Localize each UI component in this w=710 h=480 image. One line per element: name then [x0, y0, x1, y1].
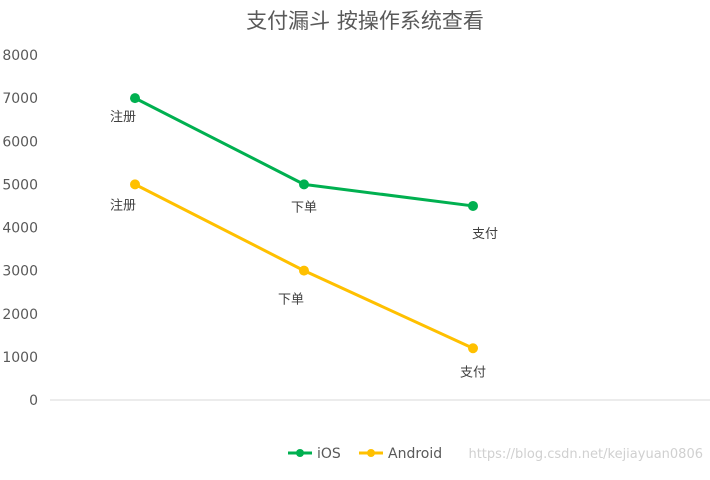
y-tick-label: 8000: [2, 48, 38, 64]
y-tick-label: 2000: [2, 307, 38, 323]
legend-label: iOS: [317, 446, 341, 462]
legend-swatch-marker: [367, 449, 375, 457]
legend: iOS Android: [288, 446, 442, 462]
data-label: 支付: [472, 227, 498, 242]
y-tick-label: 3000: [2, 264, 38, 280]
legend-item-ios: iOS: [288, 446, 341, 462]
legend-label: Android: [388, 446, 442, 462]
y-tick-label: 6000: [2, 134, 38, 150]
y-axis: 0 1000 2000 3000 4000 5000 6000 7000 8000: [2, 48, 38, 409]
data-point: [468, 343, 478, 354]
y-tick-label: 7000: [2, 91, 38, 107]
data-point: [130, 93, 140, 104]
y-tick-label: 4000: [2, 221, 38, 237]
data-point: [299, 265, 309, 276]
watermark: https://blog.csdn.net/kejiayuan0806: [468, 447, 703, 462]
data-label: 下单: [291, 200, 317, 215]
data-label: 注册: [110, 110, 136, 125]
data-point: [299, 179, 309, 190]
data-label: 下单: [278, 293, 304, 308]
data-label: 注册: [110, 198, 136, 213]
data-point: [130, 179, 140, 190]
y-tick-label: 0: [29, 393, 38, 409]
y-tick-label: 1000: [2, 350, 38, 366]
data-label: 支付: [460, 365, 486, 380]
legend-item-android: Android: [359, 446, 442, 462]
chart-title: 支付漏斗 按操作系统查看: [246, 9, 484, 33]
data-point: [468, 200, 478, 211]
y-tick-label: 5000: [2, 177, 38, 193]
legend-swatch-marker: [296, 449, 304, 457]
series-line: [134, 96, 474, 208]
